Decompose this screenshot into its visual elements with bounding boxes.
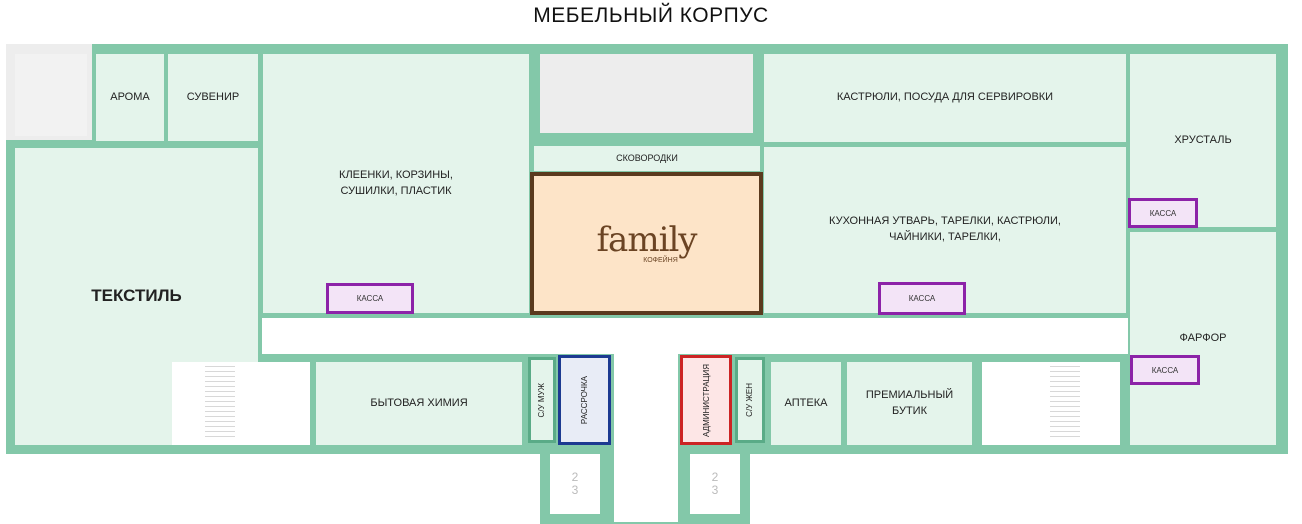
kassa-porcelain[interactable]: КАССА — [1130, 355, 1200, 385]
stairwell-left — [172, 362, 310, 445]
corridor-center — [614, 354, 678, 522]
floor-2-left: 2 — [571, 469, 579, 484]
stair-steps-right — [1050, 366, 1080, 440]
floor-3-left: 3 — [571, 483, 579, 497]
grey-block-center — [540, 54, 753, 133]
room-household-chem[interactable]: БЫТОВАЯ ХИМИЯ — [316, 362, 522, 445]
kassa-oilcloth[interactable]: КАССА — [326, 283, 414, 314]
room-premium[interactable]: ПРЕМИАЛЬНЫЙ БУТИК — [847, 362, 972, 445]
grey-corner-inner — [15, 54, 87, 136]
room-administration[interactable]: АДМИНИСТРАЦИЯ — [680, 355, 732, 445]
stair-box-right: 2 3 — [690, 454, 740, 514]
room-souvenir[interactable]: СУВЕНИР — [168, 54, 258, 141]
room-pharmacy[interactable]: АПТЕКА — [771, 362, 841, 445]
room-aroma[interactable]: АРОМА — [96, 54, 164, 141]
wc-women[interactable]: С/У ЖЕН — [735, 357, 765, 443]
room-skillets[interactable]: СКОВОРОДКИ — [534, 146, 760, 171]
map-title: МЕБЕЛЬНЫЙ КОРПУС — [533, 4, 769, 27]
room-pans-top[interactable]: КАСТРЮЛИ, ПОСУДА ДЛЯ СЕРВИРОВКИ — [764, 54, 1126, 142]
room-porcelain[interactable]: ФАРФОР — [1130, 232, 1276, 445]
room-oilcloth[interactable]: КЛЕЕНКИ, КОРЗИНЫ, СУШИЛКИ, ПЛАСТИК — [263, 54, 529, 313]
cafe-subtitle: КОФЕЙНЯ — [643, 257, 678, 264]
floor-2-right: 2 — [711, 469, 719, 484]
wc-men[interactable]: С/У МУЖ — [528, 357, 556, 443]
stair-steps-left — [205, 366, 235, 440]
room-installment[interactable]: РАССРОЧКА — [558, 355, 611, 445]
cafe-family[interactable]: family КОФЕЙНЯ — [530, 172, 763, 315]
corridor — [262, 318, 1128, 354]
kassa-kitchenware[interactable]: КАССА — [878, 282, 966, 315]
cafe-logo: family — [596, 220, 697, 260]
floor-3-right: 3 — [711, 483, 719, 497]
stair-box-left: 2 3 — [550, 454, 600, 514]
kassa-crystal[interactable]: КАССА — [1128, 198, 1198, 228]
